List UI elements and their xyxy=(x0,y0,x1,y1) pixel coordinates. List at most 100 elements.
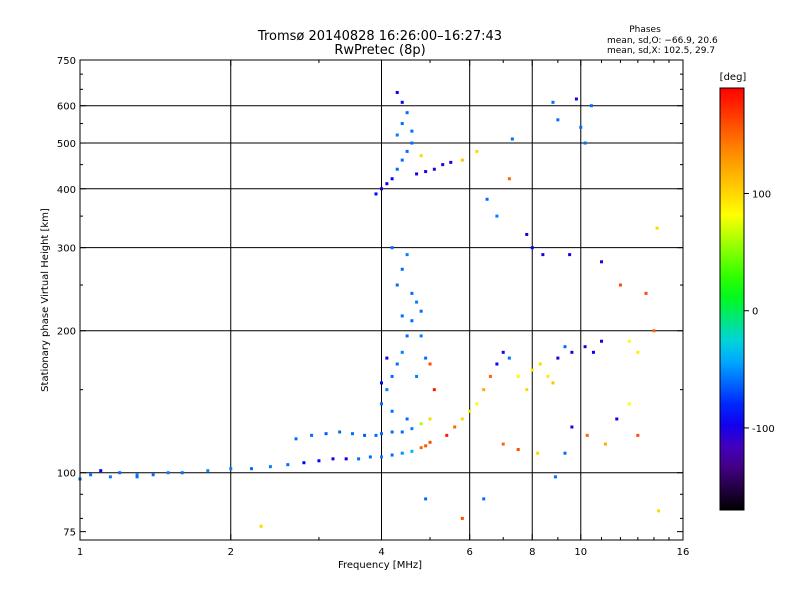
echo-point xyxy=(400,314,404,318)
echo-point xyxy=(390,177,394,181)
echo-point xyxy=(516,374,520,378)
colorbar-tick-label: 0 xyxy=(752,307,758,318)
echo-point xyxy=(229,467,233,471)
echo-point xyxy=(405,417,409,421)
y-tick-label: 750 xyxy=(57,56,76,67)
echo-point xyxy=(501,442,505,446)
echo-point xyxy=(400,100,404,104)
colorbar-label: [deg] xyxy=(720,72,747,83)
echo-point xyxy=(419,334,423,338)
echo-point xyxy=(419,309,423,313)
echo-point xyxy=(525,388,529,392)
echo-point xyxy=(108,475,112,479)
echo-point xyxy=(294,437,298,441)
echo-point xyxy=(468,409,472,413)
y-ticks: 75 100 200 300 400 500 600 750 xyxy=(57,56,683,539)
echo-point xyxy=(475,402,479,406)
echo-point xyxy=(344,457,348,461)
echo-point xyxy=(390,246,394,250)
echo-point xyxy=(570,425,574,429)
echo-point xyxy=(385,388,389,392)
echo-point xyxy=(556,356,560,360)
echo-point xyxy=(380,402,383,406)
echo-point xyxy=(317,459,321,463)
echo-point xyxy=(579,125,583,129)
x-tick-label: 16 xyxy=(677,547,690,558)
echo-point xyxy=(374,433,378,437)
echo-point xyxy=(374,192,378,196)
echo-point xyxy=(249,467,253,471)
echo-point xyxy=(390,409,394,413)
y-tick-label: 500 xyxy=(57,139,76,150)
echo-point xyxy=(655,226,659,230)
echo-point xyxy=(350,432,354,436)
y-tick-label: 400 xyxy=(57,185,76,196)
echo-point xyxy=(286,463,290,467)
echo-point xyxy=(385,182,389,186)
echo-point xyxy=(380,187,383,191)
chart-subtitle: RwPretec (8p) xyxy=(334,43,425,58)
echo-point xyxy=(380,455,383,459)
echo-point xyxy=(395,362,399,366)
colorbar-tick-label: -100 xyxy=(752,424,775,435)
echo-point xyxy=(99,469,103,473)
echo-point xyxy=(530,368,534,372)
echo-point xyxy=(546,374,550,378)
echo-point xyxy=(636,350,640,354)
echo-point xyxy=(424,497,428,501)
echo-point xyxy=(574,97,578,101)
echo-point xyxy=(570,350,574,354)
echo-point xyxy=(541,253,545,257)
echo-point xyxy=(432,388,436,392)
echo-point xyxy=(553,475,557,479)
echo-point xyxy=(441,163,445,167)
y-tick-label: 100 xyxy=(57,469,76,480)
echo-point xyxy=(410,319,414,323)
echo-point xyxy=(615,417,619,421)
echo-point xyxy=(428,440,432,444)
echo-point xyxy=(180,471,184,475)
echo-point xyxy=(395,133,399,137)
echo-point xyxy=(390,430,394,434)
echo-point xyxy=(516,447,520,451)
echo-point xyxy=(410,141,414,145)
echo-point xyxy=(482,388,486,392)
echo-point xyxy=(410,449,414,453)
echo-point xyxy=(424,170,428,174)
echo-point xyxy=(390,453,394,457)
echo-point xyxy=(268,465,272,469)
echo-point xyxy=(400,158,404,162)
echo-point xyxy=(432,167,436,171)
colorbar-tick-label: 100 xyxy=(752,190,771,201)
echo-point xyxy=(419,446,423,450)
echo-point xyxy=(302,461,306,465)
colorbar: 100 0 -100 xyxy=(719,87,775,511)
echo-point xyxy=(419,422,423,426)
echo-point xyxy=(89,473,93,477)
echo-point xyxy=(627,339,631,343)
x-tick-label: 4 xyxy=(378,547,384,558)
echo-point xyxy=(357,457,361,461)
x-ticks: 1 2 4 6 8 10 16 xyxy=(77,60,690,558)
echo-point xyxy=(460,516,464,520)
echo-point xyxy=(652,329,656,333)
echo-point xyxy=(395,167,399,171)
x-tick-label: 10 xyxy=(574,547,587,558)
echo-point xyxy=(551,381,555,385)
echo-point xyxy=(400,267,404,271)
echo-point xyxy=(400,122,404,126)
echo-point xyxy=(405,253,409,257)
echo-point xyxy=(259,524,263,528)
echo-point xyxy=(310,433,314,437)
echo-point xyxy=(419,154,423,158)
echo-point xyxy=(400,430,404,434)
echo-point xyxy=(507,356,511,360)
echo-point xyxy=(618,283,622,287)
echo-point xyxy=(568,253,572,257)
echo-point xyxy=(410,427,414,431)
stats-o-line: mean, sd,O: −66.9, 20.6 xyxy=(607,36,718,46)
echo-point xyxy=(405,149,409,153)
echo-point xyxy=(395,90,399,94)
echo-point xyxy=(482,497,486,501)
echo-point xyxy=(338,430,342,434)
